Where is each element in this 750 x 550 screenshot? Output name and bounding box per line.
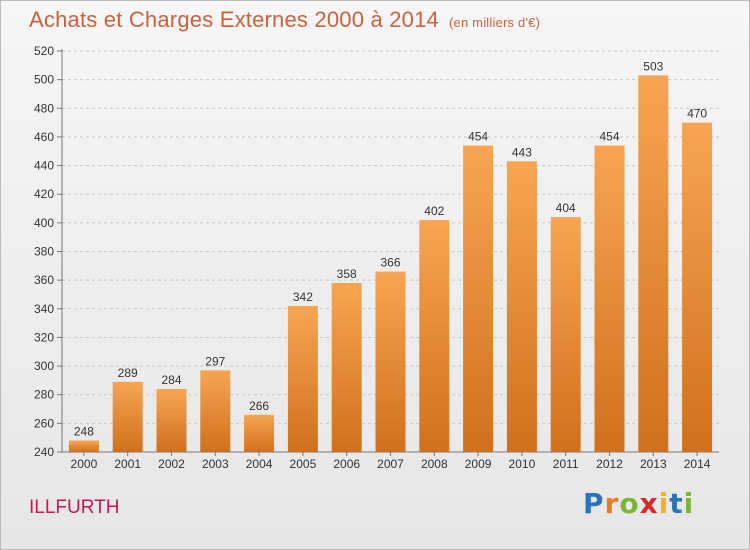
bar-2003 (200, 370, 231, 452)
x-tick-label: 2012 (596, 457, 623, 471)
x-tick-label: 2000 (71, 457, 98, 471)
commune-name: ILLFURTH (29, 497, 120, 518)
x-tick-label: 2002 (158, 457, 185, 471)
bar-value-label: 503 (643, 59, 663, 73)
x-tick-label: 2003 (202, 457, 229, 471)
x-tick-label: 2006 (333, 457, 360, 471)
bar-value-label: 284 (161, 373, 181, 387)
x-tick-label: 2004 (246, 457, 273, 471)
x-tick-label: 2014 (684, 457, 711, 471)
logo-letter: i (683, 487, 695, 520)
y-tick-label: 320 (34, 330, 54, 344)
bar-2002 (156, 388, 187, 452)
bar-2009 (463, 145, 494, 452)
bar-value-label: 443 (512, 145, 532, 159)
y-tick-label: 260 (34, 416, 54, 430)
logo-letter: x (639, 487, 659, 520)
chart-title-text: Achats et Charges Externes 2000 à 2014 (29, 7, 439, 32)
chart-title: Achats et Charges Externes 2000 à 2014 (e… (29, 7, 540, 33)
bar-value-label: 266 (249, 399, 269, 413)
x-tick-label: 2001 (114, 457, 141, 471)
x-tick-label: 2013 (640, 457, 667, 471)
x-tick-label: 2011 (553, 457, 579, 471)
y-tick-label: 440 (34, 159, 54, 173)
x-tick-label: 2009 (465, 457, 492, 471)
bar-value-label: 342 (293, 290, 313, 304)
bar-2000 (68, 440, 99, 452)
logo-letter: P (583, 487, 605, 520)
bar-2004 (244, 414, 275, 452)
logo-letter: t (669, 487, 684, 520)
logo-letter: i (658, 487, 670, 520)
bar-value-label: 248 (74, 425, 94, 439)
x-tick-label: 2005 (290, 457, 317, 471)
labels: 240 260 280 300 320 340 360 380 400 420 440 460 480 5… (34, 44, 711, 471)
y-tick-label: 360 (34, 273, 54, 287)
y-tick-label: 420 (34, 187, 54, 201)
y-tick-label: 380 (34, 245, 54, 259)
y-tick-label: 240 (34, 445, 54, 459)
bar-2005 (287, 305, 318, 452)
bar-value-label: 289 (118, 366, 138, 380)
y-tick-label: 480 (34, 101, 54, 115)
y-tick-label: 400 (34, 216, 54, 230)
bar-value-label: 402 (424, 204, 444, 218)
logo-letter: r (604, 487, 620, 520)
y-tick-label: 280 (34, 388, 54, 402)
x-tick-label: 2008 (421, 457, 448, 471)
bar-2001 (112, 381, 143, 452)
y-tick-label: 460 (34, 130, 54, 144)
x-tick-label: 2010 (509, 457, 536, 471)
y-tick-label: 500 (34, 73, 54, 87)
chart-unit-label: (en milliers d'€) (448, 15, 541, 30)
bar-value-label: 454 (599, 130, 619, 144)
logo-letter: o (619, 487, 640, 520)
y-tick-label: 300 (34, 359, 54, 373)
bar-2013 (638, 75, 669, 452)
bar-value-label: 454 (468, 130, 488, 144)
bar-value-label: 358 (337, 267, 357, 281)
bar-2014 (682, 122, 713, 452)
proxiti-logo[interactable]: Proxiti (583, 487, 694, 520)
bar-2012 (594, 145, 625, 452)
bar-value-label: 366 (380, 256, 400, 270)
y-tick-label: 340 (34, 302, 54, 316)
bar-2006 (331, 283, 362, 452)
bar-value-label: 297 (205, 354, 225, 368)
bar-2007 (375, 271, 406, 452)
y-tick-label: 520 (34, 44, 54, 58)
bars (68, 75, 713, 452)
x-tick-label: 2007 (377, 457, 404, 471)
bar-2010 (506, 161, 537, 452)
bar-2011 (550, 217, 581, 452)
bar-value-label: 470 (687, 107, 707, 121)
bar-value-label: 404 (556, 201, 576, 215)
bar-2008 (419, 219, 450, 452)
